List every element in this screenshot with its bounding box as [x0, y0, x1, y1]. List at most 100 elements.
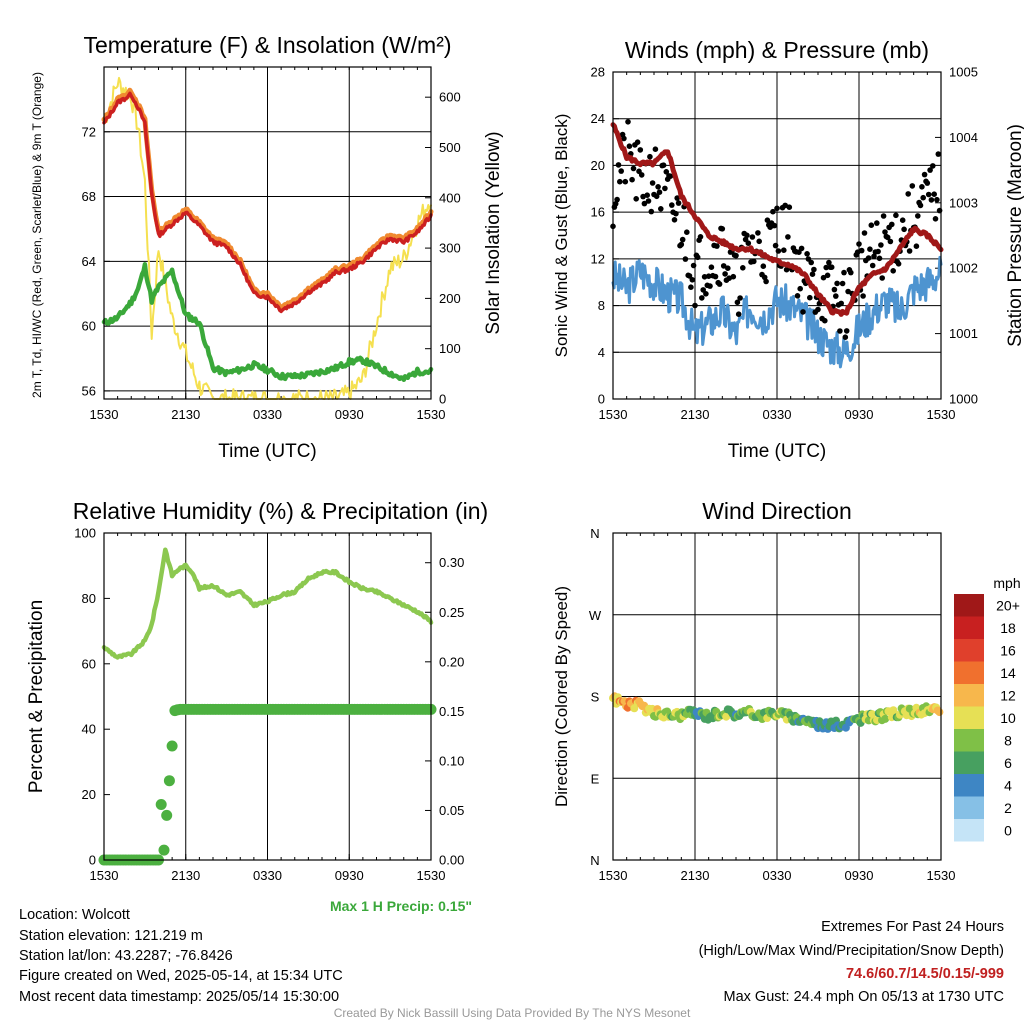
legend-swatch [954, 729, 984, 752]
direction-point [868, 710, 877, 719]
gust-point [699, 295, 705, 301]
y2-tick-label: 0.20 [439, 654, 464, 669]
gust-point [808, 259, 814, 266]
y-tick-label: 60 [82, 319, 96, 334]
gust-point [671, 217, 678, 223]
y-tick-label: 80 [82, 591, 96, 606]
gust-point [917, 202, 924, 209]
y2-tick-label: 1003 [949, 195, 978, 210]
gust-point [909, 183, 916, 189]
gust-point [932, 216, 939, 222]
gust-point [785, 234, 791, 240]
gust-point [617, 178, 623, 185]
x-tick-label: 1530 [90, 407, 119, 422]
direction-point [881, 714, 890, 723]
y2-tick-label: 1002 [949, 261, 978, 276]
gust-point [630, 165, 637, 172]
legend-label: 14 [1000, 665, 1016, 681]
gust-point [641, 200, 648, 207]
gust-point [920, 194, 926, 201]
gust-point [644, 192, 650, 198]
extremes-values: 74.6/60.7/14.5/0.15/-999 [845, 966, 1004, 982]
precip-point [161, 809, 173, 821]
gust-point [811, 266, 817, 273]
info-location: Location: Wolcott [19, 907, 130, 923]
chart-title: Winds (mph) & Pressure (mb) [625, 37, 929, 63]
gust-point [906, 248, 913, 254]
gust-point [656, 189, 663, 195]
gust-point [658, 206, 664, 212]
gust-point [697, 234, 704, 240]
gust-point [833, 293, 839, 299]
gust-point [865, 255, 872, 261]
gust-point [648, 208, 655, 215]
gust-point [637, 147, 644, 153]
gust-point [653, 193, 660, 200]
gust-point [905, 191, 911, 197]
x-tick-label: 1530 [417, 868, 446, 883]
x-tick-label: 0930 [335, 407, 364, 422]
chart-title: Temperature (F) & Insolation (W/m²) [83, 32, 451, 58]
y-tick-label: 24 [591, 111, 605, 126]
gust-point [722, 271, 728, 277]
gust-point [934, 196, 940, 203]
gust-point [837, 328, 843, 334]
gust-point [930, 163, 936, 169]
gust-point [867, 246, 873, 252]
info-elevation: Station elevation: 121.219 m [19, 928, 203, 944]
gust-point [887, 238, 894, 245]
gust-point [871, 253, 877, 260]
gust-point [707, 283, 713, 289]
gust-point [634, 139, 641, 145]
y-axis-label: Percent & Precipitation [26, 600, 47, 793]
y-tick-label: 0 [89, 853, 96, 868]
precip-point [163, 775, 175, 787]
gust-point [935, 151, 942, 157]
gust-point [684, 229, 690, 235]
direction-tick-label: S [591, 690, 600, 705]
series-sonic-wind [611, 255, 943, 369]
gust-point [737, 295, 743, 301]
x-tick-label: 1530 [599, 868, 628, 883]
gust-point [625, 119, 631, 125]
series-dewpoint [101, 262, 434, 383]
gust-point [629, 176, 635, 183]
legend-label: 2 [1004, 800, 1012, 816]
y2-tick-label: 500 [439, 140, 461, 155]
gust-point [714, 243, 720, 249]
gust-point [744, 232, 750, 239]
gust-point [807, 294, 813, 301]
gust-point [831, 286, 838, 293]
gust-point [688, 284, 694, 291]
legend-label: 18 [1000, 620, 1016, 636]
gust-point [655, 184, 661, 190]
y-tick-label: 40 [82, 722, 96, 737]
legend-swatch [954, 616, 984, 639]
x-tick-label: 0930 [335, 868, 364, 883]
series-station-pressure [610, 122, 944, 317]
gust-point [824, 272, 831, 279]
y2-tick-label: 0.30 [439, 555, 464, 570]
y-tick-label: 8 [598, 298, 605, 313]
gust-point [708, 264, 715, 271]
temperature-panel: 1530 2130 0330 0930 1530 Temperature (F) & In… [30, 32, 504, 462]
extremes-subtitle: (High/Low/Max Wind/Precipitation/Snow De… [698, 943, 1004, 959]
gust-point [749, 234, 756, 240]
y2-tick-label: 0.10 [439, 753, 464, 768]
plot-border [612, 532, 942, 861]
y2-tick-label: 600 [439, 90, 461, 105]
x-tick-label: 2130 [171, 407, 200, 422]
legend-label: 6 [1004, 755, 1012, 771]
y2-tick-label: 0.00 [439, 853, 464, 868]
gust-point [925, 191, 932, 198]
x-tick-label: 2130 [171, 868, 200, 883]
legend-label: 0 [1004, 822, 1012, 838]
direction-point [935, 708, 944, 717]
gust-point [822, 317, 828, 324]
gust-point [730, 273, 737, 280]
info-created: Figure created on Wed, 2025-05-14, at 15… [19, 968, 343, 984]
legend-swatch [954, 774, 984, 797]
gust-point [755, 230, 761, 236]
y-axis-label: Sonic Wind & Gust (Blue, Black) [552, 114, 571, 358]
gust-point [893, 212, 899, 219]
